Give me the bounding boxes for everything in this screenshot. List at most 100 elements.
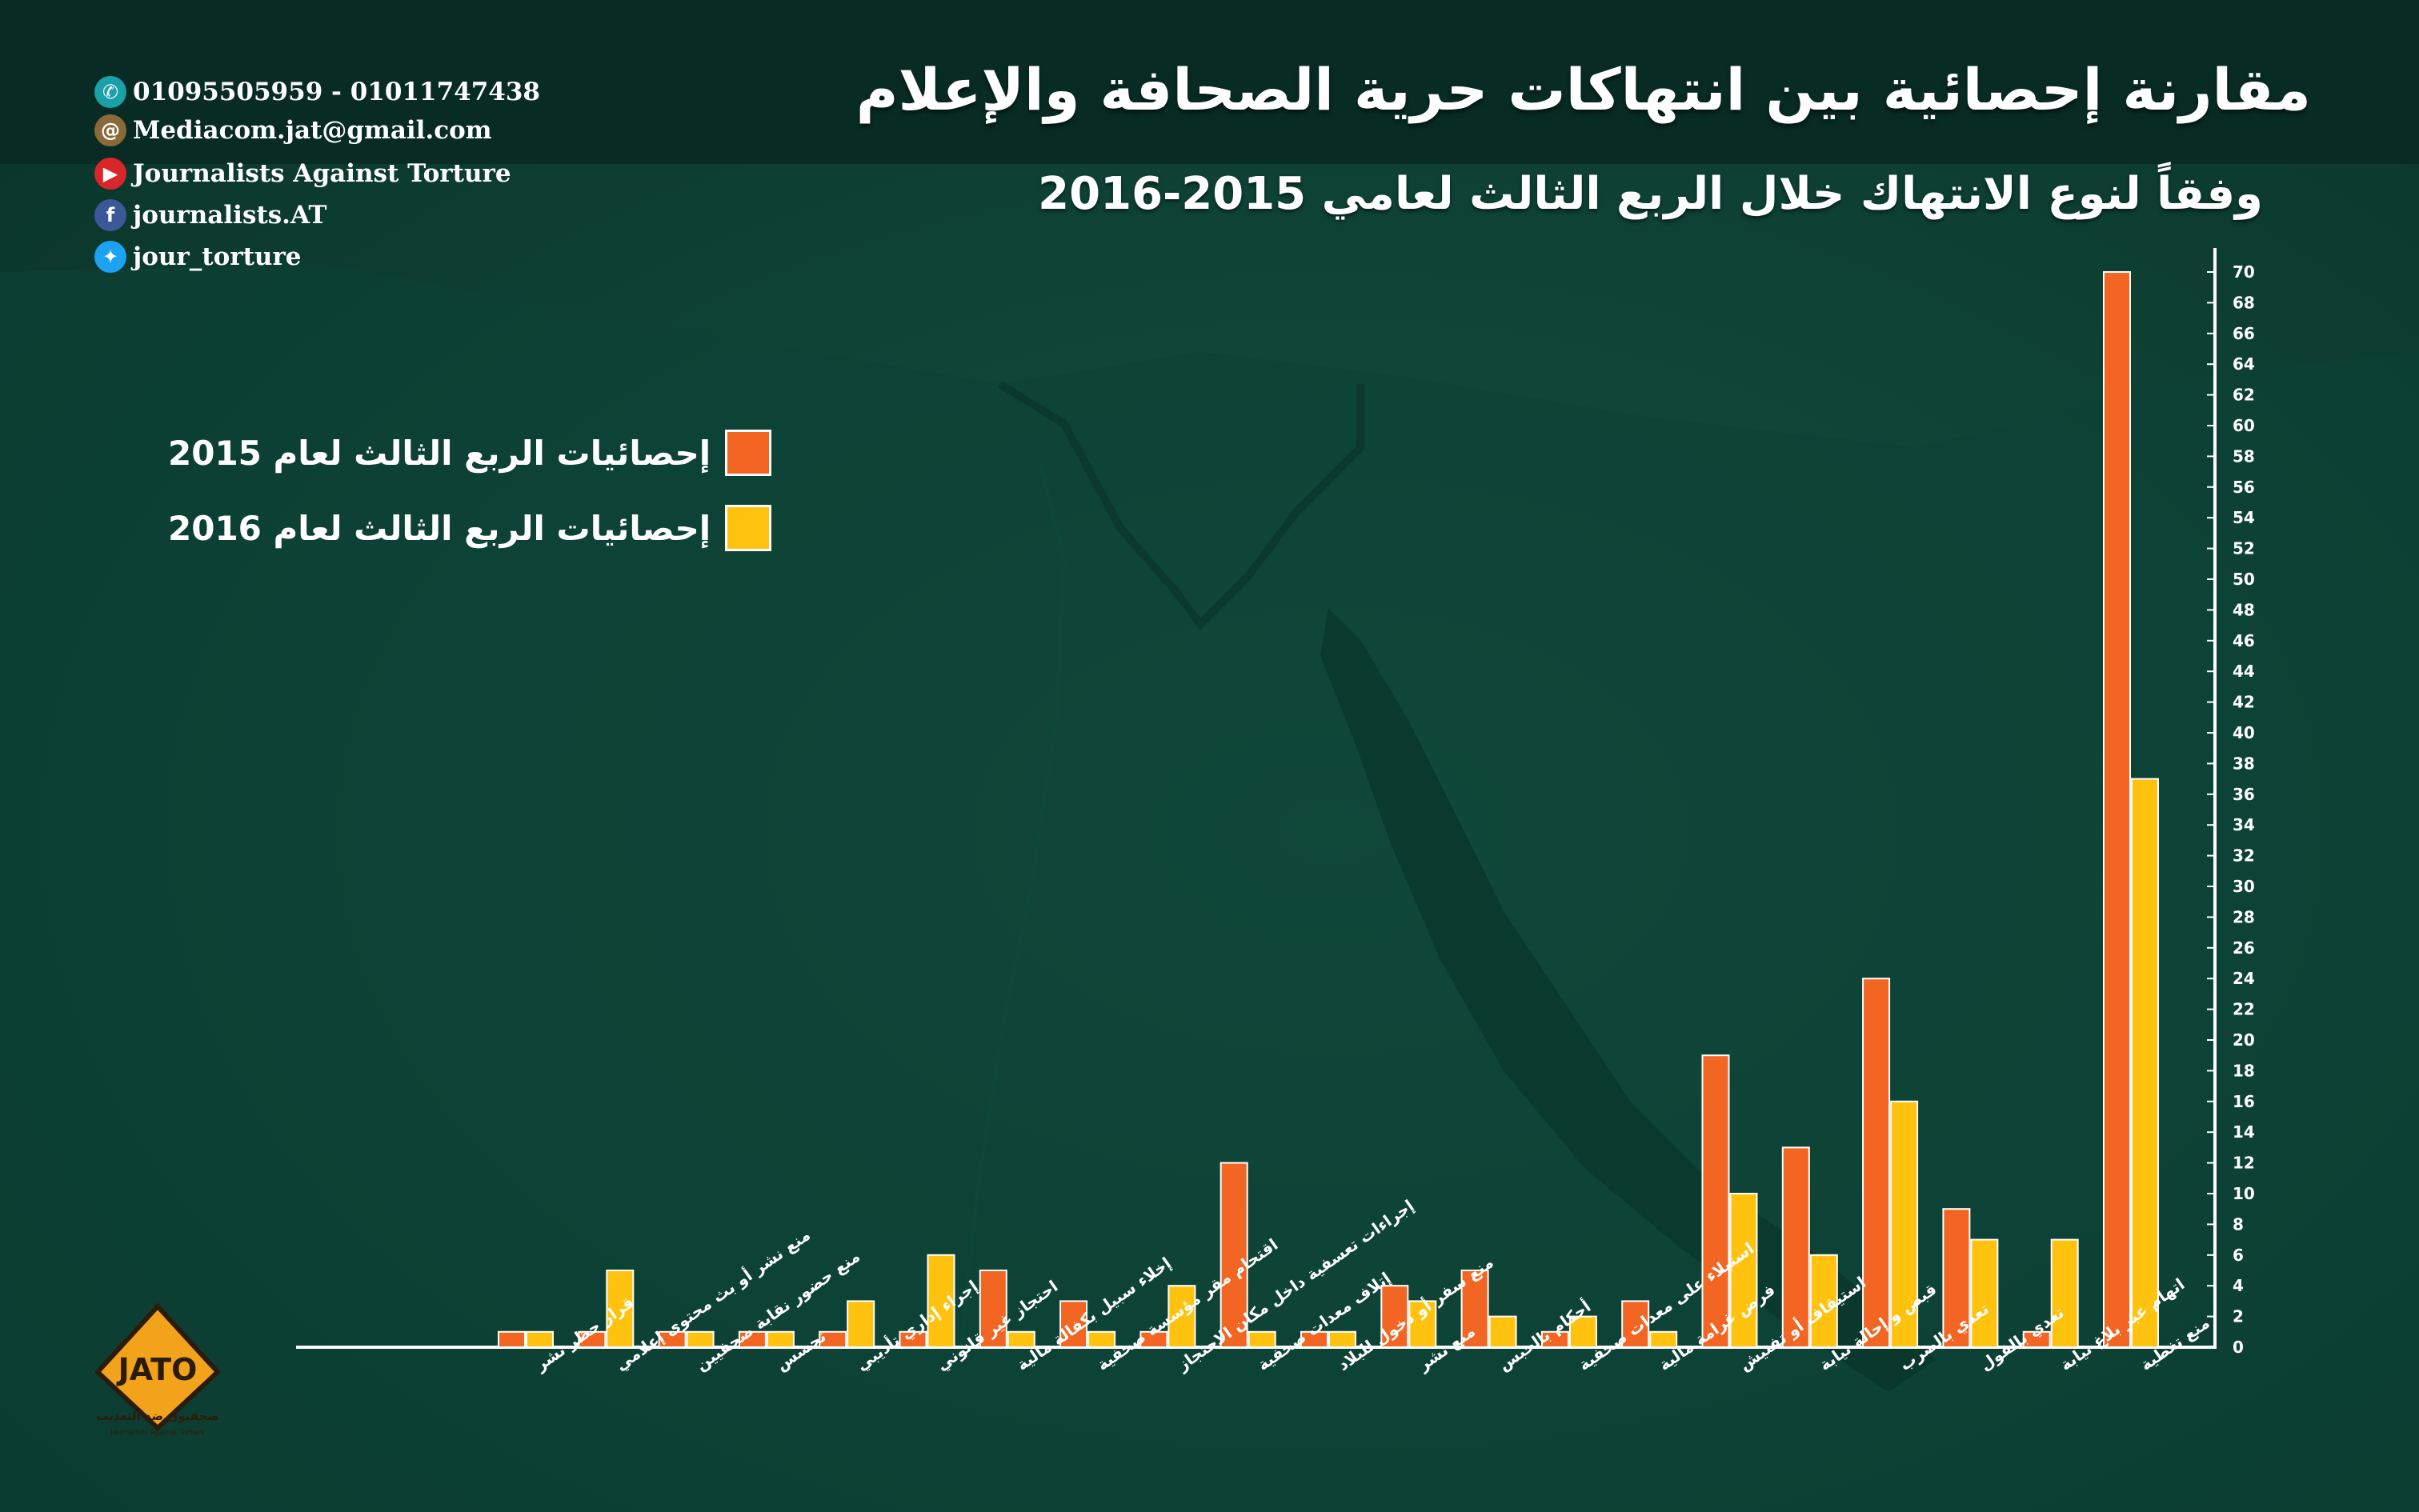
x-tick-label: إتلاف معدات صحفية <box>1254 1268 1394 1374</box>
y-tick-label: 56 <box>2233 478 2255 497</box>
page-subtitle: وفقاً لنوع الانتهاك خلال الربع الثالث لع… <box>1038 168 2263 220</box>
logo-subtext-en: Journalists Against Torture <box>110 1429 205 1437</box>
y-tick-label: 24 <box>2233 969 2255 988</box>
y-tick-label: 52 <box>2233 539 2255 558</box>
bar-2016 <box>1970 1238 1999 1348</box>
bar-2016 <box>1729 1193 1758 1348</box>
y-tick-label: 62 <box>2233 386 2255 405</box>
at-icon: @ <box>94 114 126 146</box>
y-tick-label: 50 <box>2233 570 2255 589</box>
y-tick-label: 22 <box>2233 1000 2255 1019</box>
bar-2016 <box>526 1330 554 1349</box>
logo-text: JATO <box>116 1352 198 1387</box>
twitter-icon: ✦ <box>94 241 126 273</box>
y-tick-label: 40 <box>2233 723 2255 742</box>
bar-2015 <box>1380 1285 1409 1348</box>
y-tick-label: 20 <box>2233 1030 2255 1050</box>
bar-2015 <box>1139 1330 1168 1349</box>
y-tick-label: 64 <box>2233 354 2255 374</box>
bar-2015 <box>578 1330 607 1349</box>
contact-facebook-text: journalists.AT <box>133 201 327 230</box>
youtube-icon: ▶ <box>94 158 126 190</box>
bar-2016 <box>766 1330 795 1349</box>
contact-phone: ✆ 01095505959 - 01011747438 <box>94 74 540 110</box>
contact-email-text: Mediacom.jat@gmail.com <box>133 116 492 145</box>
legend-item-2015: إحصائيات الربع الثالث لعام 2015 <box>168 430 772 476</box>
bar-2015 <box>1621 1300 1650 1349</box>
y-tick-label: 10 <box>2233 1184 2255 1203</box>
legend-label-2015: إحصائيات الربع الثالث لعام 2015 <box>168 433 711 473</box>
y-tick-label: 4 <box>2233 1276 2244 1295</box>
bar-2015 <box>1942 1208 1971 1348</box>
bar-2015 <box>1540 1330 1569 1349</box>
bar-2015 <box>1300 1330 1328 1349</box>
y-tick-label: 16 <box>2233 1092 2255 1111</box>
bar-2016 <box>2131 778 2159 1348</box>
y-tick-label: 2 <box>2233 1307 2244 1326</box>
bar-2016 <box>1649 1330 1678 1349</box>
bar-2016 <box>1408 1300 1437 1349</box>
contact-facebook: f journalists.AT <box>94 197 326 234</box>
contact-youtube: ▶ Journalists Against Torture <box>94 155 511 192</box>
legend-item-2016: إحصائيات الربع الثالث لعام 2016 <box>168 505 772 551</box>
y-tick-label: 0 <box>2233 1338 2244 1357</box>
legend-swatch-2015 <box>725 430 772 476</box>
bar-2016 <box>1167 1285 1196 1348</box>
y-tick-label: 58 <box>2233 446 2255 466</box>
y-tick-label: 18 <box>2233 1061 2255 1080</box>
y-tick-label: 66 <box>2233 324 2255 343</box>
bar-2015 <box>498 1330 526 1349</box>
y-tick-label: 38 <box>2233 754 2255 773</box>
y-tick-label: 6 <box>2233 1246 2244 1265</box>
contact-youtube-text: Journalists Against Torture <box>133 159 511 188</box>
phone-icon: ✆ <box>94 76 126 108</box>
y-tick-label: 14 <box>2233 1122 2255 1142</box>
bar-2016 <box>2050 1238 2079 1348</box>
contact-email: @ Mediacom.jat@gmail.com <box>94 112 492 149</box>
bar-2016 <box>927 1254 955 1349</box>
bar-2015 <box>738 1330 767 1349</box>
contact-twitter-text: jour_torture <box>133 242 302 271</box>
y-tick-label: 36 <box>2233 785 2255 804</box>
bar-2016 <box>606 1270 635 1348</box>
y-tick-label: 46 <box>2233 631 2255 650</box>
bar-2016 <box>847 1300 875 1349</box>
bar-2016 <box>1087 1330 1116 1349</box>
bar-2015 <box>899 1330 927 1349</box>
logo-subtext: صحفيون ضد التعذيب <box>96 1409 219 1423</box>
header-band <box>0 0 2419 164</box>
bar-2015 <box>1862 978 1891 1348</box>
y-tick-label: 8 <box>2233 1214 2244 1234</box>
facebook-icon: f <box>94 199 126 231</box>
jato-logo: JATO صحفيون ضد التعذيب Journalists Again… <box>94 1302 222 1437</box>
bar-2015 <box>979 1270 1007 1348</box>
contact-phone-text: 01095505959 - 01011747438 <box>133 78 540 106</box>
x-tick-label: إخلاء سبيل بكفالة مالية <box>1013 1254 1175 1374</box>
y-tick-label: 60 <box>2233 416 2255 435</box>
contact-twitter: ✦ jour_torture <box>94 238 302 275</box>
y-tick-label: 70 <box>2233 262 2255 282</box>
bar-2015 <box>1059 1300 1088 1349</box>
bar-2016 <box>1488 1315 1517 1348</box>
y-tick-label: 28 <box>2233 907 2255 926</box>
bar-2015 <box>1781 1146 1810 1349</box>
bar-2015 <box>2103 271 2131 1348</box>
bar-2015 <box>1220 1162 1248 1348</box>
bar-2016 <box>1568 1315 1597 1348</box>
legend-label-2016: إحصائيات الربع الثالث لعام 2016 <box>168 508 711 548</box>
y-tick-label: 48 <box>2233 600 2255 619</box>
y-tick-label: 12 <box>2233 1154 2255 1173</box>
bar-2016 <box>1809 1254 1838 1349</box>
y-tick-label: 30 <box>2233 877 2255 896</box>
y-tick-label: 68 <box>2233 293 2255 312</box>
bar-2016 <box>1328 1330 1356 1349</box>
bar-2016 <box>1007 1330 1035 1349</box>
y-tick-label: 42 <box>2233 693 2255 712</box>
legend-swatch-2016 <box>725 505 772 551</box>
bar-2015 <box>658 1330 687 1349</box>
bar-2015 <box>819 1330 847 1349</box>
page-title: مقارنة إحصائية بين انتهاكات حرية الصحافة… <box>855 56 2311 123</box>
y-tick-label: 32 <box>2233 846 2255 866</box>
